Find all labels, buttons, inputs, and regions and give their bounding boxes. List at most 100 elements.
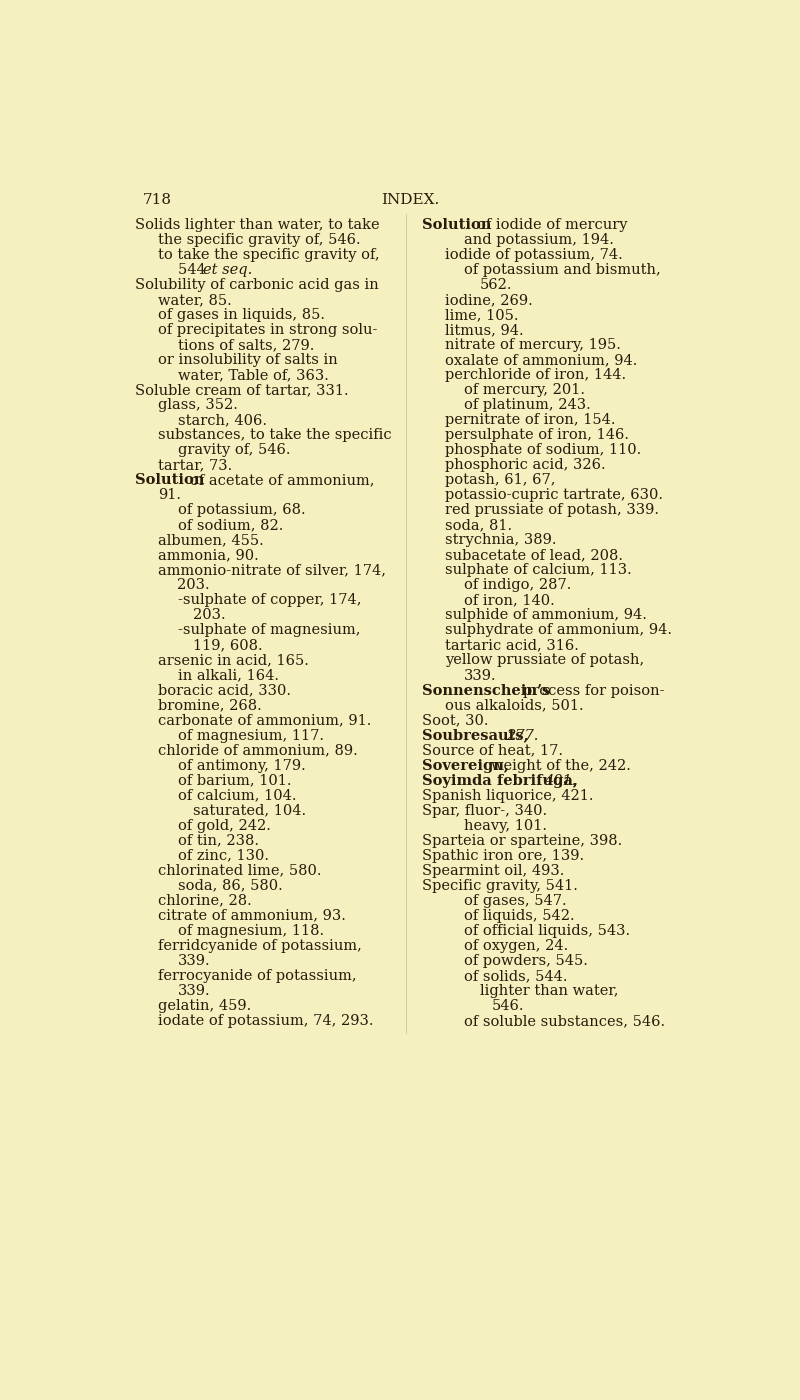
- Text: 91.: 91.: [158, 489, 181, 503]
- Text: Sonnenschein’s: Sonnenschein’s: [422, 683, 550, 697]
- Text: of liquids, 542.: of liquids, 542.: [464, 909, 575, 923]
- Text: phosphate of sodium, 110.: phosphate of sodium, 110.: [445, 444, 641, 458]
- Text: Solids lighter than water, to take: Solids lighter than water, to take: [135, 218, 379, 232]
- Text: oxalate of ammonium, 94.: oxalate of ammonium, 94.: [445, 353, 638, 367]
- Text: iodine, 269.: iodine, 269.: [445, 293, 533, 307]
- Text: substances, to take the specific: substances, to take the specific: [158, 428, 392, 442]
- Text: gelatin, 459.: gelatin, 459.: [158, 998, 251, 1012]
- Text: bromine, 268.: bromine, 268.: [158, 699, 262, 713]
- Text: 339.: 339.: [178, 984, 210, 998]
- Text: Spar, fluor-, 340.: Spar, fluor-, 340.: [422, 804, 546, 818]
- Text: yellow prussiate of potash,: yellow prussiate of potash,: [445, 654, 644, 668]
- Text: persulphate of iron, 146.: persulphate of iron, 146.: [445, 428, 629, 442]
- Text: of zinc, 130.: of zinc, 130.: [178, 848, 269, 862]
- Text: 339.: 339.: [464, 669, 497, 683]
- Text: sulphydrate of ammonium, 94.: sulphydrate of ammonium, 94.: [445, 623, 672, 637]
- Text: lighter than water,: lighter than water,: [480, 984, 618, 998]
- Text: Spearmint oil, 493.: Spearmint oil, 493.: [422, 864, 564, 878]
- Text: arsenic in acid, 165.: arsenic in acid, 165.: [158, 654, 309, 668]
- Text: soda, 86, 580.: soda, 86, 580.: [178, 879, 282, 893]
- Text: chloride of ammonium, 89.: chloride of ammonium, 89.: [158, 743, 358, 757]
- Text: the specific gravity of, 546.: the specific gravity of, 546.: [158, 232, 361, 246]
- Text: of oxygen, 24.: of oxygen, 24.: [464, 939, 569, 953]
- Text: 562.: 562.: [480, 279, 512, 293]
- Text: of mercury, 201.: of mercury, 201.: [464, 384, 586, 398]
- Text: potash, 61, 67,: potash, 61, 67,: [445, 473, 555, 487]
- Text: of barium, 101.: of barium, 101.: [178, 774, 291, 788]
- Text: ferridcyanide of potassium,: ferridcyanide of potassium,: [158, 939, 362, 953]
- Text: Sovereign,: Sovereign,: [422, 759, 509, 773]
- Text: sulphide of ammonium, 94.: sulphide of ammonium, 94.: [445, 609, 646, 623]
- Text: of acetate of ammonium,: of acetate of ammonium,: [190, 473, 374, 487]
- Text: of powders, 545.: of powders, 545.: [464, 953, 588, 967]
- Text: iodate of potassium, 74, 293.: iodate of potassium, 74, 293.: [158, 1014, 374, 1028]
- Text: red prussiate of potash, 339.: red prussiate of potash, 339.: [445, 504, 659, 518]
- Text: of sodium, 82.: of sodium, 82.: [178, 518, 283, 532]
- Text: chlorine, 28.: chlorine, 28.: [158, 893, 252, 907]
- Text: INDEX.: INDEX.: [381, 193, 439, 207]
- Text: of antimony, 179.: of antimony, 179.: [178, 759, 306, 773]
- Text: tartar, 73.: tartar, 73.: [158, 458, 232, 472]
- Text: 277.: 277.: [506, 728, 538, 742]
- Text: 546.: 546.: [491, 998, 524, 1012]
- Text: of platinum, 243.: of platinum, 243.: [464, 398, 591, 412]
- Text: strychnia, 389.: strychnia, 389.: [445, 533, 556, 547]
- Text: subacetate of lead, 208.: subacetate of lead, 208.: [445, 549, 623, 563]
- Text: of potassium and bismuth,: of potassium and bismuth,: [464, 263, 661, 277]
- Text: Solution: Solution: [135, 473, 204, 487]
- Text: 339.: 339.: [178, 953, 210, 967]
- Text: tions of salts, 279.: tions of salts, 279.: [178, 339, 314, 353]
- Text: Soubresauts,: Soubresauts,: [422, 728, 528, 742]
- Text: 203.: 203.: [178, 578, 210, 592]
- Text: of solids, 544.: of solids, 544.: [464, 969, 568, 983]
- Text: of magnesium, 117.: of magnesium, 117.: [178, 728, 323, 742]
- Text: and potassium, 194.: and potassium, 194.: [464, 232, 614, 246]
- Text: potassio-cupric tartrate, 630.: potassio-cupric tartrate, 630.: [445, 489, 663, 503]
- Text: Solution: Solution: [422, 218, 491, 232]
- Text: -sulphate of magnesium,: -sulphate of magnesium,: [178, 623, 360, 637]
- Text: ous alkaloids, 501.: ous alkaloids, 501.: [445, 699, 583, 713]
- Text: nitrate of mercury, 195.: nitrate of mercury, 195.: [445, 339, 621, 353]
- Text: -sulphate of copper, 174,: -sulphate of copper, 174,: [178, 594, 361, 608]
- Text: lime, 105.: lime, 105.: [445, 308, 518, 322]
- Text: albumen, 455.: albumen, 455.: [158, 533, 264, 547]
- Text: tartaric acid, 316.: tartaric acid, 316.: [445, 638, 578, 652]
- Text: ammonio-nitrate of silver, 174,: ammonio-nitrate of silver, 174,: [158, 563, 386, 577]
- Text: phosphoric acid, 326.: phosphoric acid, 326.: [445, 458, 606, 472]
- Text: Spathic iron ore, 139.: Spathic iron ore, 139.: [422, 848, 584, 862]
- Text: pernitrate of iron, 154.: pernitrate of iron, 154.: [445, 413, 615, 427]
- Text: 203.: 203.: [193, 609, 226, 623]
- Text: sulphate of calcium, 113.: sulphate of calcium, 113.: [445, 563, 632, 577]
- Text: water, Table of, 363.: water, Table of, 363.: [178, 368, 328, 382]
- Text: Source of heat, 17.: Source of heat, 17.: [422, 743, 562, 757]
- Text: or insolubility of salts in: or insolubility of salts in: [158, 353, 338, 367]
- Text: litmus, 94.: litmus, 94.: [445, 323, 523, 337]
- Text: of indigo, 287.: of indigo, 287.: [464, 578, 572, 592]
- Text: of iron, 140.: of iron, 140.: [464, 594, 555, 608]
- Text: ferrocyanide of potassium,: ferrocyanide of potassium,: [158, 969, 357, 983]
- Text: weight of the, 242.: weight of the, 242.: [490, 759, 630, 773]
- Text: of calcium, 104.: of calcium, 104.: [178, 788, 296, 802]
- Text: in alkali, 164.: in alkali, 164.: [178, 669, 278, 683]
- Text: ammonia, 90.: ammonia, 90.: [158, 549, 259, 563]
- Text: of potassium, 68.: of potassium, 68.: [178, 504, 305, 518]
- Text: starch, 406.: starch, 406.: [178, 413, 266, 427]
- Text: of magnesium, 118.: of magnesium, 118.: [178, 924, 324, 938]
- Text: Soluble cream of tartar, 331.: Soluble cream of tartar, 331.: [135, 384, 349, 398]
- Text: heavy, 101.: heavy, 101.: [464, 819, 547, 833]
- Text: of gases in liquids, 85.: of gases in liquids, 85.: [158, 308, 325, 322]
- Text: iodide of potassium, 74.: iodide of potassium, 74.: [445, 248, 622, 262]
- Text: Soot, 30.: Soot, 30.: [422, 714, 488, 728]
- Text: of gold, 242.: of gold, 242.: [178, 819, 270, 833]
- Text: of gases, 547.: of gases, 547.: [464, 893, 567, 907]
- Text: of iodide of mercury: of iodide of mercury: [477, 218, 627, 232]
- Text: chlorinated lime, 580.: chlorinated lime, 580.: [158, 864, 322, 878]
- Text: of soluble substances, 546.: of soluble substances, 546.: [464, 1014, 666, 1028]
- Text: 119, 608.: 119, 608.: [193, 638, 262, 652]
- Text: of precipitates in strong solu-: of precipitates in strong solu-: [158, 323, 378, 337]
- Text: to take the specific gravity of,: to take the specific gravity of,: [158, 248, 380, 262]
- Text: Spanish liquorice, 421.: Spanish liquorice, 421.: [422, 788, 593, 802]
- Text: Specific gravity, 541.: Specific gravity, 541.: [422, 879, 578, 893]
- Text: Solubility of carbonic acid gas in: Solubility of carbonic acid gas in: [135, 279, 378, 293]
- Text: 718: 718: [142, 193, 172, 207]
